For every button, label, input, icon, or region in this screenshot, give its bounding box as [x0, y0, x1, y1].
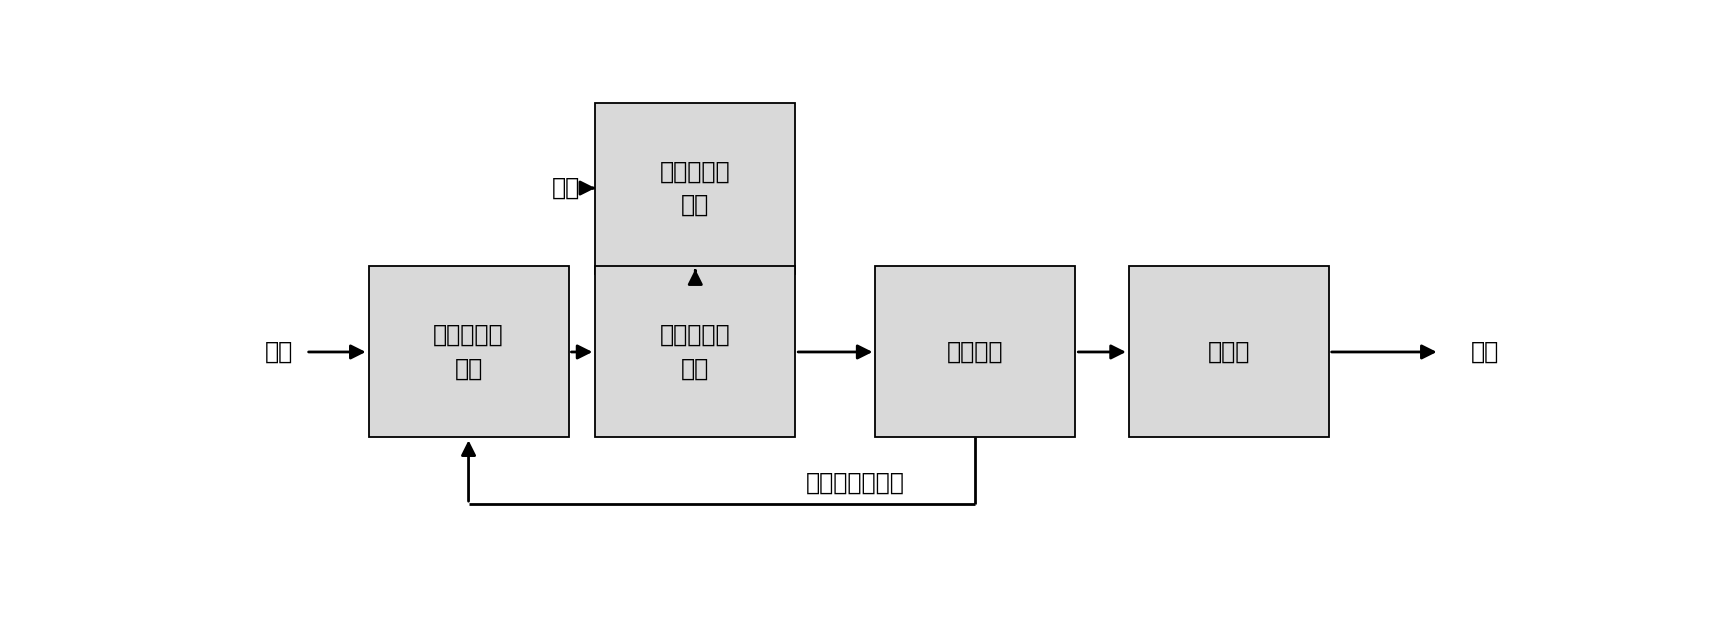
Text: 产甲烷: 产甲烷	[1208, 340, 1249, 364]
Text: 秸秆: 秸秆	[265, 340, 293, 364]
Text: 酸性发酵液回流: 酸性发酵液回流	[805, 471, 905, 495]
Text: 脱水: 脱水	[1471, 340, 1499, 364]
FancyBboxPatch shape	[368, 267, 568, 437]
Text: 污泥: 污泥	[552, 176, 580, 200]
FancyBboxPatch shape	[595, 102, 795, 273]
FancyBboxPatch shape	[1129, 267, 1329, 437]
Text: 污泥秸秆均
质池: 污泥秸秆均 质池	[659, 323, 731, 381]
FancyBboxPatch shape	[876, 267, 1076, 437]
Text: 低强度超声
处理: 低强度超声 处理	[659, 159, 731, 217]
Text: 水解酸化: 水解酸化	[947, 340, 1003, 364]
Text: 秸秆酸解预
处理: 秸秆酸解预 处理	[434, 323, 504, 381]
FancyBboxPatch shape	[595, 267, 795, 437]
